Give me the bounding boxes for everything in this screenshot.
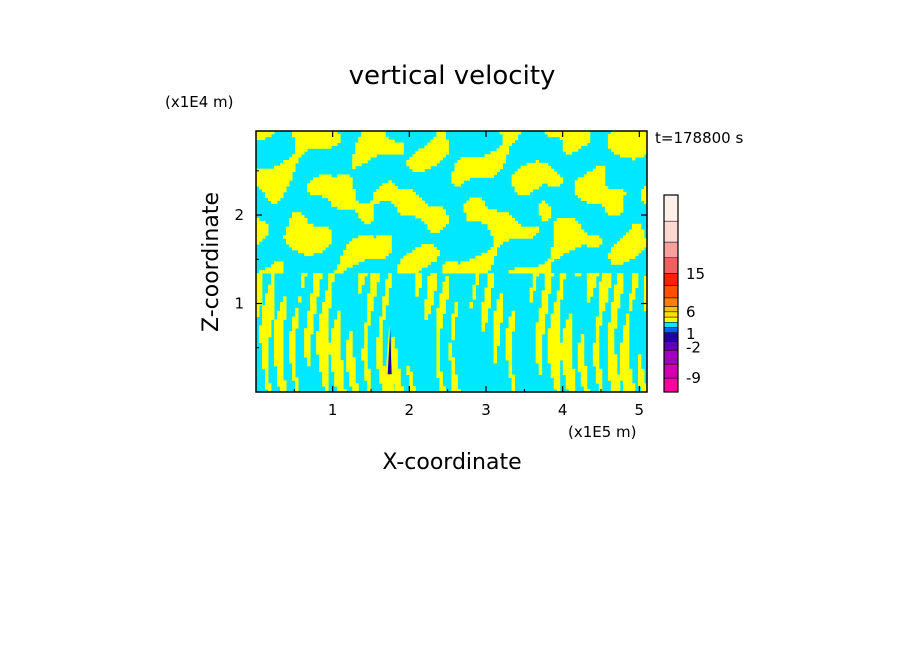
x-scale-label: (x1E5 m) <box>568 423 637 441</box>
colorbar-segment <box>663 306 679 313</box>
colorbar-segment <box>663 241 679 259</box>
colorbar-segment <box>663 285 679 299</box>
colorbar-segment <box>663 194 679 222</box>
colorbar-segment <box>663 220 679 243</box>
colorbar-segment <box>663 327 679 333</box>
y-tick-label: 1 <box>234 295 244 313</box>
colorbar-label: -2 <box>686 339 701 357</box>
time-label: t=178800 s <box>655 129 743 147</box>
y-axis-label: Z-coordinate <box>199 192 224 332</box>
y-tick-label: 2 <box>234 206 244 224</box>
colorbar-label: -9 <box>686 369 701 387</box>
x-tick-label: 3 <box>481 401 491 419</box>
colorbar-segment <box>663 341 679 351</box>
x-tick-label: 4 <box>558 401 568 419</box>
colorbar-segment <box>663 322 679 328</box>
x-tick-label: 5 <box>635 401 645 419</box>
colorbar-segment <box>663 257 679 274</box>
colorbar-label: 1 <box>686 325 696 343</box>
x-axis-label: X-coordinate <box>382 450 521 475</box>
colorbar-label: 6 <box>686 303 696 321</box>
colorbar-segment <box>663 297 679 307</box>
x-tick-label: 1 <box>328 401 338 419</box>
x-axis-ticks: 1 2 3 4 5 <box>293 131 645 419</box>
x-tick-label: 2 <box>405 401 415 419</box>
chart-title: vertical velocity <box>349 61 556 91</box>
colorbar-segment <box>663 273 679 286</box>
colorbar-segment <box>663 349 679 365</box>
colorbar-label: 15 <box>686 265 705 283</box>
colorbar-segment <box>663 316 679 323</box>
y-axis-ticks: 12 <box>234 170 647 349</box>
plot-frame <box>255 130 648 393</box>
colorbar-segment <box>663 332 679 342</box>
y-scale-label: (x1E4 m) <box>165 93 234 111</box>
downdraft-core <box>387 328 392 375</box>
colorbar: -9 -21 6 15 <box>663 194 705 393</box>
velocity-field <box>256 131 647 392</box>
colorbar-segment <box>663 377 679 393</box>
colorbar-frame <box>663 194 679 393</box>
colorbar-segment <box>663 311 679 318</box>
colorbar-segment <box>663 363 679 379</box>
